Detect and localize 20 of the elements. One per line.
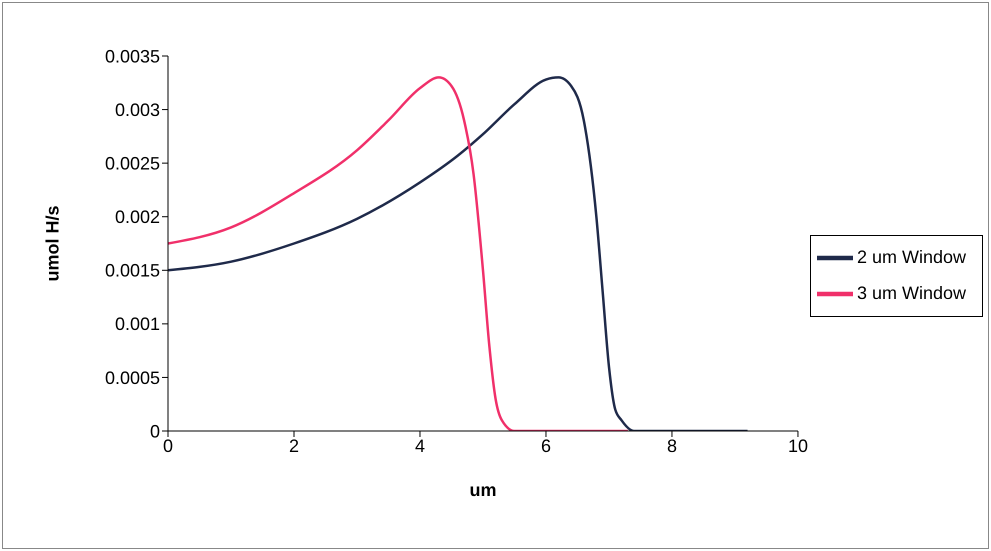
- line-series: [168, 76, 749, 431]
- line-series: [168, 76, 630, 431]
- y-tick-label: 0.001: [114, 314, 160, 334]
- y-tick-label: 0.0025: [104, 154, 160, 174]
- x-tick-label: 8: [666, 436, 677, 456]
- x-tick-label: 0: [162, 436, 174, 456]
- x-axis-title: um: [469, 480, 496, 500]
- y-tick-label: 0: [150, 421, 160, 442]
- y-tick-label: 0.0015: [104, 260, 160, 281]
- legend-label: 3 um Window: [856, 282, 966, 302]
- x-tick-label: 2: [288, 436, 299, 456]
- legend-label: 2 um Window: [856, 246, 966, 266]
- x-tick-label: 4: [414, 436, 425, 456]
- x-tick-label: 10: [788, 436, 808, 456]
- y-tick-label: 0.0005: [104, 368, 160, 388]
- y-tick-label: 0.002: [114, 207, 160, 228]
- y-tick-label: 0.003: [114, 100, 160, 120]
- x-tick-label: 6: [540, 436, 551, 456]
- y-axis-title: umol H/s: [42, 205, 62, 282]
- y-tick-label: 0.0035: [104, 46, 160, 66]
